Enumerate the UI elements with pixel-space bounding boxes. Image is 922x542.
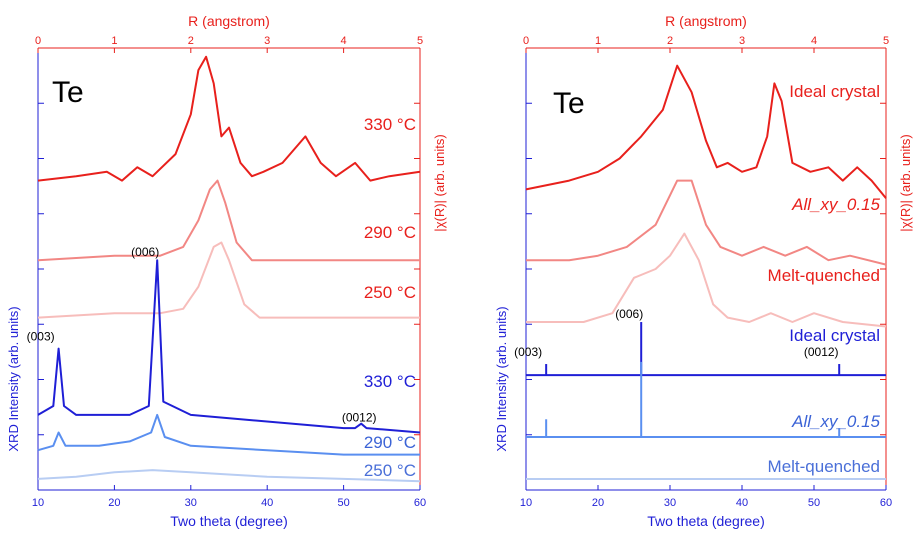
material-label: Te <box>553 87 585 120</box>
bottom-tick-label: 10 <box>520 497 532 509</box>
exafs-series-line <box>526 232 887 328</box>
xrd-series-label: Ideal crystal <box>789 326 880 345</box>
peak-label: (003) <box>27 330 55 344</box>
left-axis-title: XRD Intensity (arb. units) <box>6 306 21 451</box>
top-tick-label: 1 <box>595 35 601 47</box>
exafs-series-label: 330 °C <box>364 115 416 134</box>
peak-label: (006) <box>615 307 643 321</box>
bottom-tick-label: 60 <box>414 497 426 509</box>
xrd-series-label: 330 °C <box>364 372 416 391</box>
exafs-series-line <box>525 64 887 199</box>
bottom-tick-label: 20 <box>592 497 604 509</box>
right-axis-title: |χ(R)| (arb. units) <box>898 134 913 231</box>
top-tick-label: 5 <box>883 35 889 47</box>
xrd-series-label: Melt-quenched <box>768 457 880 476</box>
panel-right: 0 1 2 3 4 5 R (angstrom) 10 20 30 40 50 60 Two theta … <box>494 13 913 529</box>
bottom-tick-label: 10 <box>32 497 44 509</box>
exafs-series-label: 290 °C <box>364 223 416 242</box>
exafs-series-label: All_xy_0.15 <box>791 195 880 214</box>
top-tick-label: 0 <box>523 35 529 47</box>
top-tick-label: 3 <box>264 35 270 47</box>
exafs-series-line <box>526 179 887 266</box>
top-tick-label: 1 <box>111 35 117 47</box>
top-tick-label: 3 <box>739 35 745 47</box>
top-axis-title: R (angstrom) <box>665 13 747 29</box>
exafs-series-line <box>37 179 420 262</box>
top-tick-label: 5 <box>417 35 423 47</box>
bottom-tick-label: 50 <box>337 497 349 509</box>
bottom-tick-label: 40 <box>261 497 273 509</box>
bottom-tick-label: 50 <box>808 497 820 509</box>
exafs-series-label: Ideal crystal <box>789 82 880 101</box>
material-label: Te <box>52 76 84 109</box>
peak-label: (0012) <box>804 345 839 359</box>
panel-left: 0 1 2 3 4 5 R (angstrom) 10 20 30 40 50 60 Two theta … <box>6 13 447 529</box>
bottom-axis-title: Two theta (degree) <box>647 513 765 529</box>
peak-label: (006) <box>131 245 159 259</box>
top-tick-label: 4 <box>341 35 347 47</box>
bottom-tick-label: 60 <box>880 497 892 509</box>
peak-label: (0012) <box>342 411 377 425</box>
exafs-series-label: Melt-quenched <box>768 266 880 285</box>
bottom-tick-label: 40 <box>736 497 748 509</box>
top-tick-label: 2 <box>188 35 194 47</box>
bottom-tick-label: 30 <box>185 497 197 509</box>
peak-label: (003) <box>514 345 542 359</box>
exafs-series-line <box>37 55 421 182</box>
top-axis-title: R (angstrom) <box>188 13 270 29</box>
xrd-series-label: 250 °C <box>364 461 416 480</box>
xrd-series-line <box>37 259 421 434</box>
xrd-series-line <box>37 413 420 456</box>
xrd-series-label: 290 °C <box>364 433 416 452</box>
xrd-series-line <box>37 469 421 483</box>
exafs-series-line <box>37 241 420 319</box>
bottom-tick-label: 20 <box>108 497 120 509</box>
top-tick-label: 0 <box>35 35 41 47</box>
xrd-series-label: All_xy_0.15 <box>791 412 880 431</box>
bottom-tick-label: 30 <box>664 497 676 509</box>
top-tick-label: 4 <box>811 35 817 47</box>
right-axis-title: |χ(R)| (arb. units) <box>432 134 447 231</box>
left-axis-title: XRD Intensity (arb. units) <box>494 306 509 451</box>
top-tick-label: 2 <box>667 35 673 47</box>
exafs-series-label: 250 °C <box>364 283 416 302</box>
bottom-axis-title: Two theta (degree) <box>170 513 288 529</box>
